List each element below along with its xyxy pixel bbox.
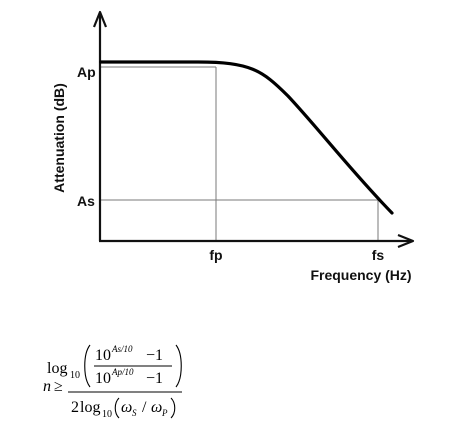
- formula-den-slash: /: [142, 399, 147, 416]
- formula-den-right-paren: [170, 397, 176, 419]
- formula-num-base-bottom: 10: [95, 370, 111, 387]
- formula-den-left-paren: [114, 397, 120, 419]
- x-axis-title: Frequency (Hz): [310, 267, 411, 283]
- formula-n: n: [43, 378, 51, 395]
- y-axis-title: Attenuation (dB): [51, 83, 67, 193]
- formula-num-exp-bottom: Ap/10: [111, 367, 134, 377]
- formula-den-omega-s: ω: [121, 399, 132, 416]
- formula-den-omega-p: ω: [151, 399, 162, 416]
- formula-geq: ≥: [54, 378, 63, 395]
- y-axis-arrow: [92, 10, 108, 28]
- y-tick-as: As: [77, 193, 95, 209]
- order-formula: n ≥ log 10 10 As/10 −1 10 Ap/10 −1 2 log…: [43, 344, 182, 420]
- attenuation-curve: [99, 60, 394, 215]
- formula-num-exp-top: As/10: [111, 344, 133, 354]
- formula-den-sub-s: S: [132, 408, 137, 418]
- formula-log: log: [47, 360, 67, 377]
- formula-den-log-base: 10: [102, 409, 112, 420]
- formula-minus-one-bottom: −1: [146, 370, 163, 387]
- formula-den-sub-p: P: [161, 408, 168, 418]
- formula-den-coef: 2: [71, 399, 79, 416]
- x-tick-fp: fp: [209, 247, 222, 263]
- y-tick-ap: Ap: [77, 64, 96, 80]
- formula-right-paren: [175, 344, 182, 388]
- formula-left-paren: [84, 344, 91, 388]
- formula-minus-one-top: −1: [146, 347, 163, 364]
- formula-den-log: log: [80, 399, 100, 416]
- x-axis-arrow: [397, 233, 415, 249]
- formula-num-base-top: 10: [95, 347, 111, 364]
- x-tick-fs: fs: [372, 247, 385, 263]
- formula-log-base: 10: [70, 370, 80, 381]
